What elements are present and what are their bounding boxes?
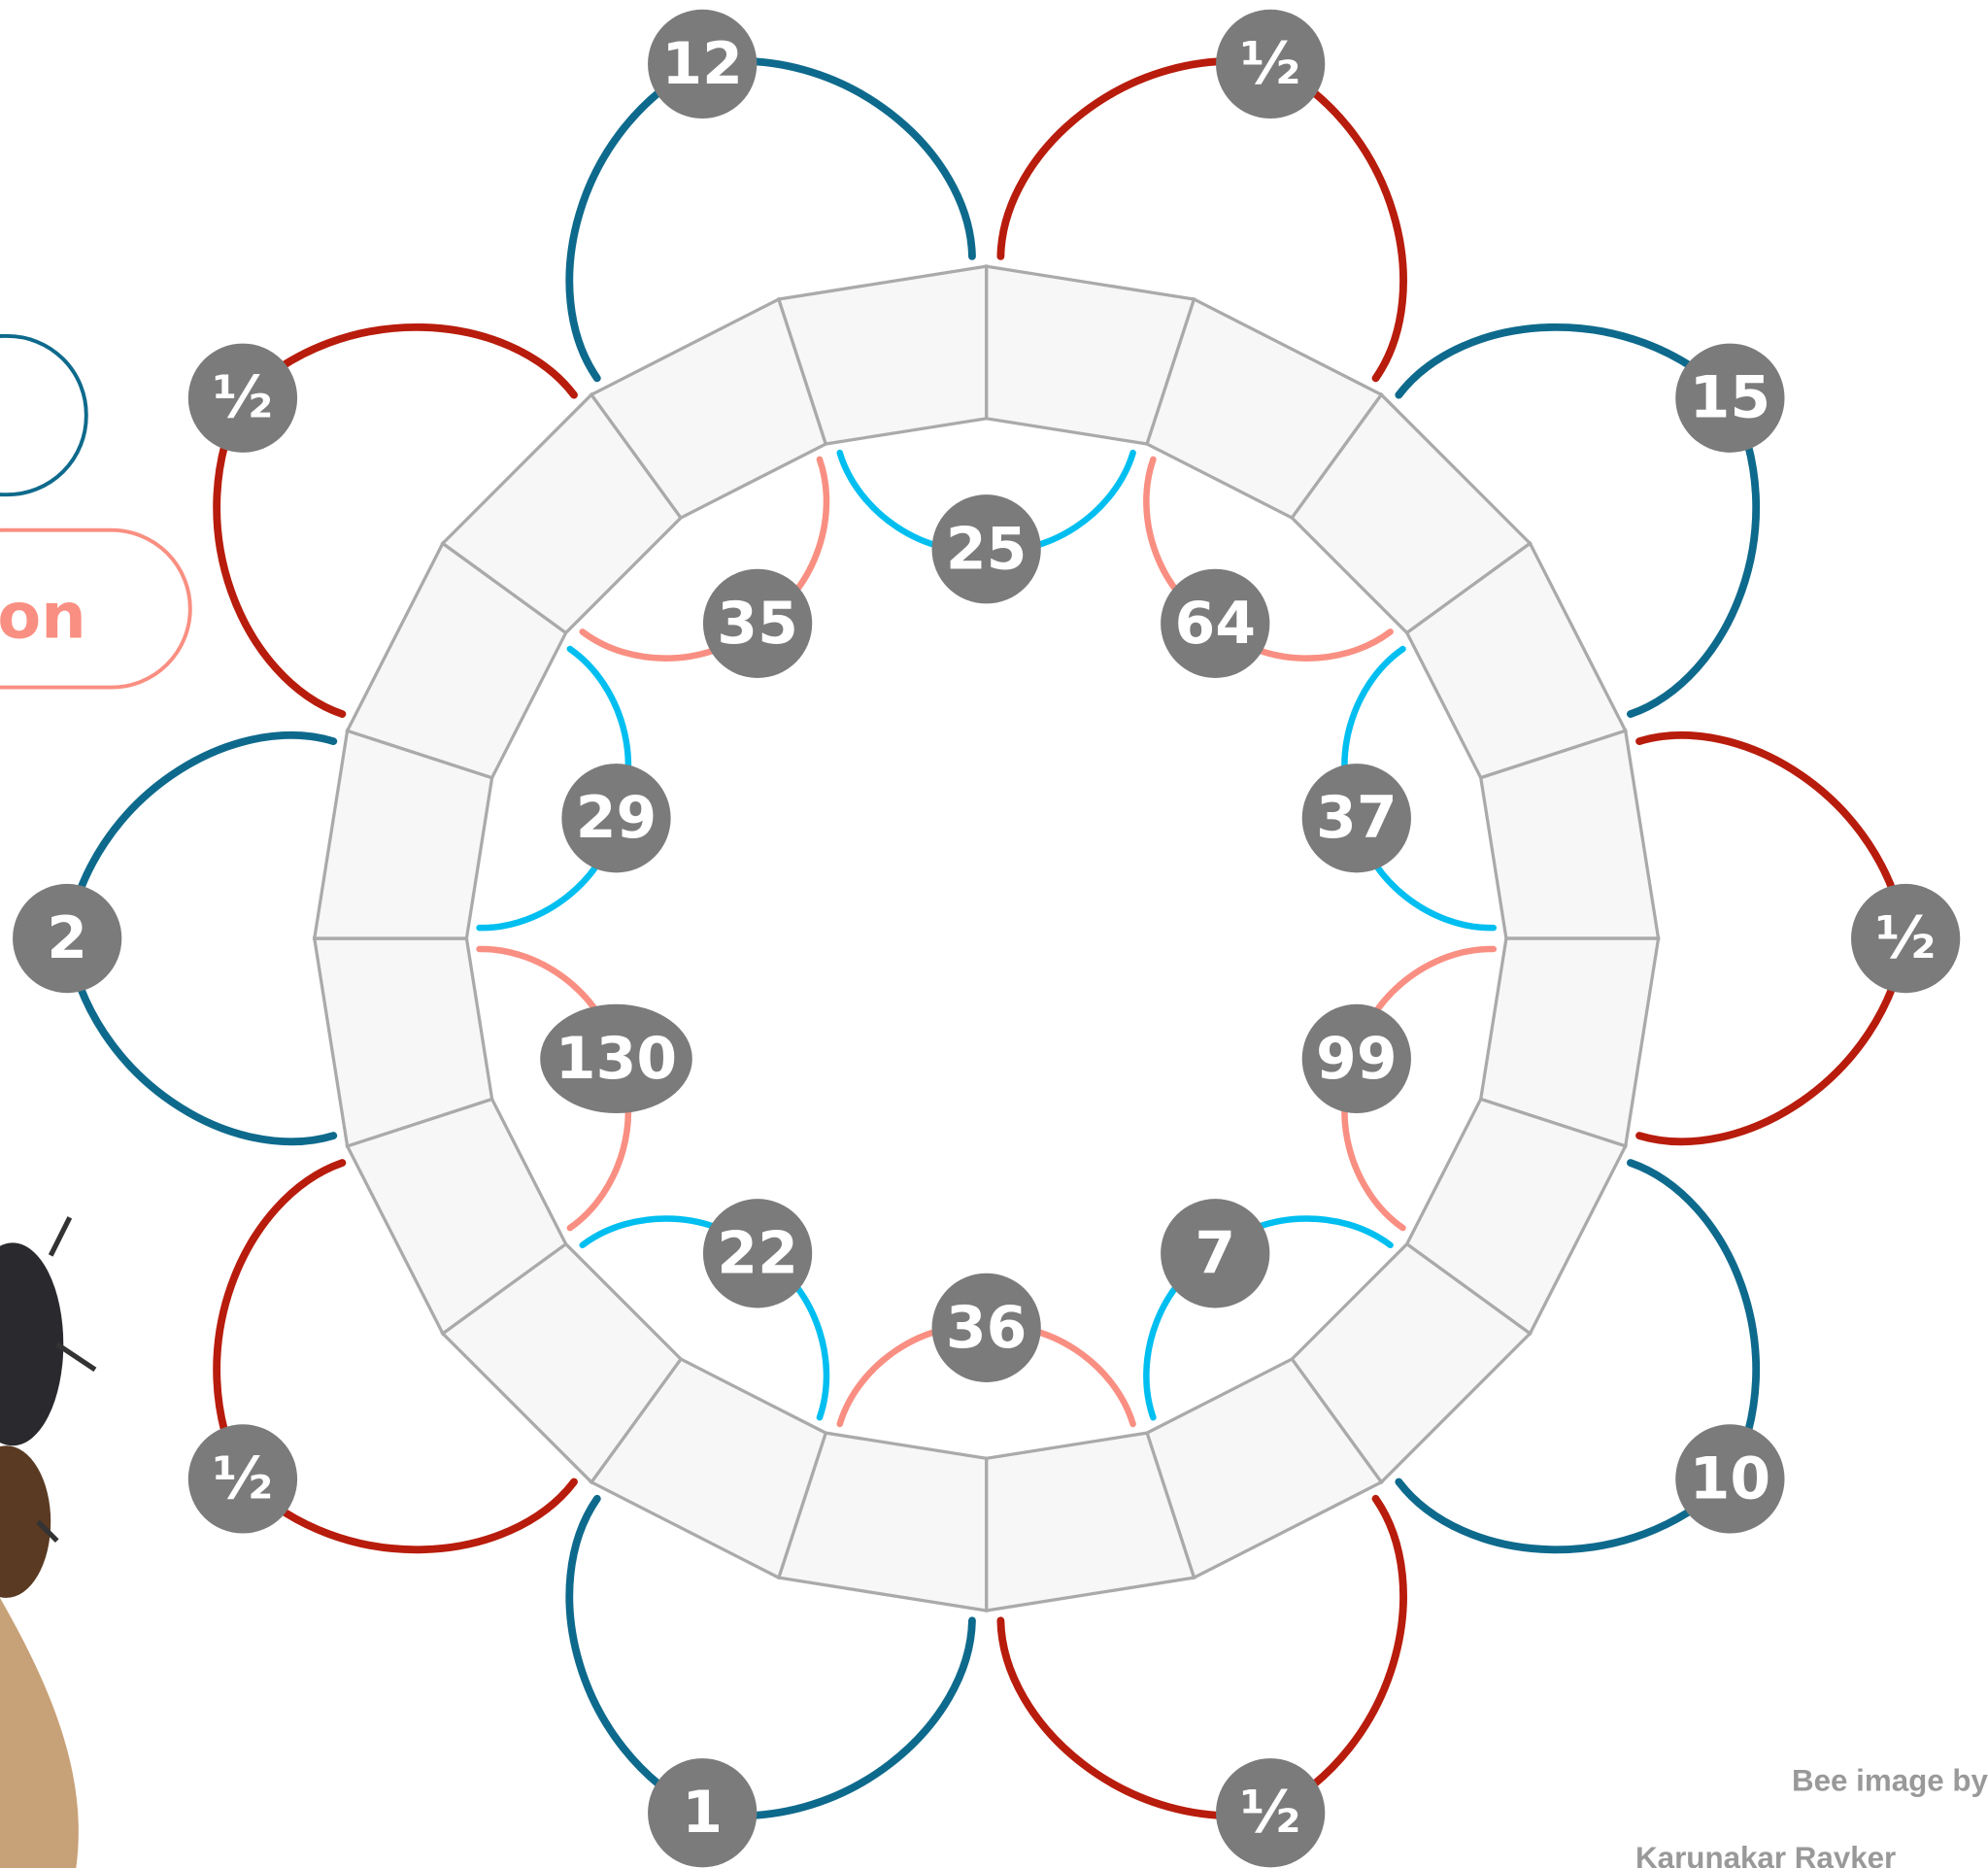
node-label: 64	[1174, 590, 1256, 658]
mode-button[interactable]	[0, 336, 86, 494]
node-label: 7	[1195, 1219, 1235, 1287]
node-label: 35	[717, 590, 798, 658]
node-label: 25	[946, 515, 1028, 583]
node-label: 36	[946, 1294, 1028, 1362]
node-label: ½	[213, 1444, 273, 1512]
node-label: ½	[1240, 30, 1300, 98]
node-label: 1	[682, 1779, 723, 1847]
node-label: 22	[717, 1219, 798, 1287]
button-label[interactable]: on	[0, 579, 86, 653]
node-label: 99	[1316, 1025, 1398, 1093]
node-label: 37	[1316, 784, 1398, 852]
credit-text: Bee image by	[1792, 1763, 1988, 1797]
node-label: 29	[576, 784, 657, 852]
bee-image	[0, 1217, 95, 1868]
node-label: 2	[47, 904, 87, 972]
puzzle-board: on 12 ½ 15 ½ 10 ½ 1 ½ 2 ½ 25 64 37 99 7 36 22 130 29 35 Bee…	[0, 0, 1988, 1868]
node-label: 130	[556, 1025, 677, 1093]
ring	[315, 266, 1659, 1611]
page: on 12 ½ 15 ½ 10 ½ 1 ½ 2 ½ 25 64 37 99 7 36 22 130 29 35 Bee…	[0, 0, 1988, 1868]
node-label: ½	[213, 364, 273, 432]
node-label: 10	[1690, 1444, 1771, 1512]
node-label: 15	[1690, 364, 1771, 432]
node-label: ½	[1875, 904, 1936, 972]
node-label: ½	[1240, 1779, 1300, 1847]
credit-text: Karunakar Rayker	[1635, 1841, 1896, 1868]
node-label: 12	[661, 30, 743, 98]
